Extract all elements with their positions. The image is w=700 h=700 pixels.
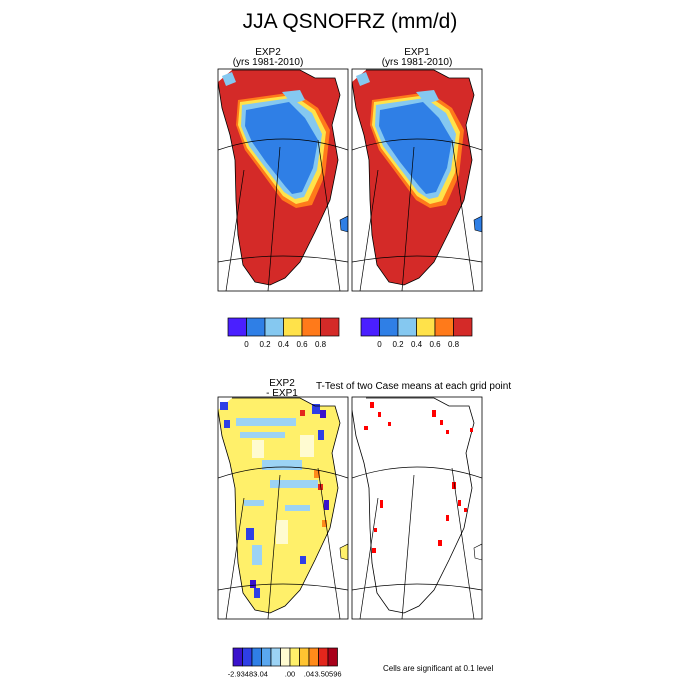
map-panel-difference — [217, 396, 349, 620]
ttest-graticule — [352, 466, 482, 619]
diff-colorbar-swatch — [327, 647, 338, 667]
exp2-north-light — [282, 90, 305, 104]
exp2-colorbar-swatch — [283, 317, 303, 337]
diff-outline — [218, 397, 341, 614]
exp1-panel-title: EXP1 (yrs 1981-2010) — [352, 48, 482, 68]
exp2-colorbar-swatch — [246, 317, 266, 337]
exp1-colorbar-tick-label: 0 — [377, 340, 382, 349]
exp2-colorbar-tick-label: 0 — [244, 340, 249, 349]
ttest-island — [473, 543, 482, 561]
diff-light-blue-bands — [236, 418, 318, 565]
diff-colorbar-tick-label: 3.50596 — [314, 670, 341, 679]
exp1-island — [473, 215, 482, 233]
significant-cells — [364, 402, 473, 553]
exp1-colorbar-swatch — [434, 317, 454, 337]
exp1-outline — [352, 69, 475, 286]
exp2-northwest-patch — [222, 72, 236, 86]
exp2-colorbar-tick-label: 0.6 — [296, 340, 308, 349]
diff-colorbar-swatch — [280, 647, 291, 667]
colorbar-exp2: 0 0.2 0.4 0.6 0.8 — [227, 317, 340, 349]
diff-blue-cells — [220, 402, 324, 598]
diff-colorbar-swatch — [242, 647, 253, 667]
exp2-colorbar-swatch — [227, 317, 247, 337]
diff-dark-blue-cells — [250, 410, 329, 588]
exp2-colorbar-tick-label: 0.2 — [259, 340, 271, 349]
map-panel-ttest — [351, 396, 483, 620]
exp1-north-light — [416, 90, 439, 104]
exp2-years: (yrs 1981-2010) — [232, 57, 304, 68]
exp2-colorbar-swatch — [320, 317, 340, 337]
significance-note: Cells are significant at 0.1 level — [383, 664, 494, 673]
exp2-panel-title: EXP2 (yrs 1981-2010) — [218, 48, 318, 68]
diff-colorbar-swatch — [251, 647, 262, 667]
exp2-core-blue — [245, 102, 318, 194]
exp2-colorbar-tick-label: 0.4 — [278, 340, 290, 349]
diff-colorbar-swatch — [308, 647, 319, 667]
exp1-colorbar-tick-label: 0.6 — [429, 340, 441, 349]
exp1-colorbar-swatch — [360, 317, 380, 337]
exp2-graticule — [218, 138, 348, 291]
map-panel-exp2 — [217, 68, 349, 292]
diff-line1: EXP2 — [269, 378, 295, 389]
exp2-colorbar-swatch — [264, 317, 284, 337]
diff-graticule — [218, 466, 348, 619]
diff-island — [339, 543, 348, 561]
diff-line2: - EXP1 — [266, 388, 298, 399]
exp1-core-blue — [379, 102, 452, 194]
exp1-colorbar-tick-label: 0.2 — [392, 340, 404, 349]
colorbar-difference: -2.93483-.04 .00 .04 3.50596 — [228, 647, 342, 679]
diff-colorbar-tick-label: .04 — [304, 670, 314, 679]
diff-orange-cells — [314, 470, 327, 527]
map-panel-exp1 — [351, 68, 483, 292]
exp1-colorbar-tick-label: 0.8 — [448, 340, 460, 349]
ttest-outline — [352, 397, 475, 614]
diff-pale-cells — [252, 435, 314, 544]
figure-title: JJA QSNOFRZ (mm/d) — [242, 10, 458, 33]
diff-colorbar-tick-label: .00 — [285, 670, 295, 679]
diff-colorbar-swatch — [318, 647, 329, 667]
diff-panel-title: EXP2 - EXP1 — [252, 379, 312, 399]
exp1-colorbar-swatch — [379, 317, 399, 337]
exp2-island — [339, 215, 348, 233]
exp1-graticule — [352, 138, 482, 291]
diff-colorbar-swatch — [270, 647, 281, 667]
diff-colorbar-swatch — [261, 647, 272, 667]
ttest-title: T-Test of two Case means at each grid po… — [316, 381, 512, 392]
exp2-outline — [218, 69, 341, 286]
exp2-name: EXP2 — [255, 47, 281, 58]
exp2-colorbar-tick-label: 0.8 — [315, 340, 327, 349]
diff-colorbar-swatch — [299, 647, 310, 667]
diff-colorbar-tick-label: -.04 — [255, 670, 268, 679]
exp2-colorbar-swatch — [301, 317, 321, 337]
exp1-northwest-patch — [356, 72, 370, 86]
colorbar-exp1: 0 0.2 0.4 0.6 0.8 — [360, 317, 473, 349]
diff-colorbar-tick-label: -2.93483 — [228, 670, 258, 679]
exp1-colorbar-tick-label: 0.4 — [411, 340, 423, 349]
exp1-years: (yrs 1981-2010) — [381, 57, 453, 68]
exp1-colorbar-swatch — [416, 317, 436, 337]
diff-colorbar-swatch — [232, 647, 243, 667]
exp1-colorbar-swatch — [453, 317, 473, 337]
exp1-colorbar-swatch — [397, 317, 417, 337]
diff-colorbar-swatch — [289, 647, 300, 667]
exp1-name: EXP1 — [404, 47, 430, 58]
